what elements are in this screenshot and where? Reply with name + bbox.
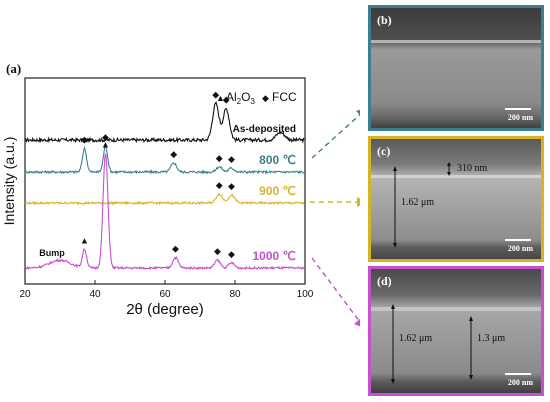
panel-d-label: (d) <box>377 274 392 288</box>
peak-marker-1-3: ◆ <box>216 153 223 163</box>
y-axis-label: Intensity (a.u.) <box>1 137 17 226</box>
x-tick-label-3: 80 <box>229 289 241 300</box>
panel-c-total-thickness: 1.62 μm <box>401 197 435 208</box>
panel-c-top-thickness: 310 nm <box>457 163 488 174</box>
legend: ▲ Al2O3 ◆ FCC <box>216 90 297 106</box>
x-tick-label-2: 60 <box>159 289 171 300</box>
peak-marker-2-1: ◆ <box>228 181 235 191</box>
peak-marker-1-1: ◆ <box>102 132 109 142</box>
peak-marker-3-2: ◆ <box>172 244 179 254</box>
series-label-1: 800 ℃ <box>259 153 296 167</box>
series-label-2: 900 ℃ <box>259 184 296 198</box>
panel-c-label: (c) <box>377 144 391 158</box>
panel-d-inner-thickness: 1.3 μm <box>477 333 506 344</box>
panel-a-label: (a) <box>6 61 21 76</box>
panel-c-scale-text: 200 nm <box>507 244 533 253</box>
series-line-3 <box>24 153 305 271</box>
legend-fcc-symbol: ◆ <box>262 93 269 103</box>
peak-marker-0-0: ◆ <box>212 89 219 99</box>
peak-marker-1-0: ◆ <box>81 135 88 145</box>
series-line-2 <box>24 192 305 206</box>
x-tick-label-4: 100 <box>297 289 314 300</box>
legend-al2o3-label: Al2O3 <box>226 90 255 106</box>
series-label-0: As-deposited <box>233 124 296 135</box>
sem-panel-c: (c) 310 nm 1.62 μm 200 nm <box>368 136 544 262</box>
peak-marker-0-1: ◆ <box>223 95 230 105</box>
sem-panel-d: (d) 1.62 μm 1.3 μm 200 nm <box>368 266 544 396</box>
legend-al2o3-symbol: ▲ <box>216 93 225 103</box>
peak-marker-2-0: ◆ <box>216 180 223 190</box>
panel-c-scalebar <box>505 239 531 241</box>
series-line-1 <box>24 144 305 175</box>
connector-arrows <box>310 109 360 327</box>
sem-panel-b: (b) 200 nm <box>368 5 544 131</box>
annotation-bump: Bump <box>39 248 65 258</box>
legend-fcc-label: FCC <box>272 90 297 104</box>
xrd-chart: (a) As-deposited 800 ℃ 900 ℃ 1000 ℃ ◆ ◆ ◆ ◆ ◆ ◆ ◆… <box>1 61 360 327</box>
peak-marker-1-2: ◆ <box>170 149 177 159</box>
x-tick-label-1: 40 <box>89 289 101 300</box>
panel-d-scale-text: 200 nm <box>507 378 533 387</box>
panel-b-scalebar <box>505 108 531 110</box>
series-line-0 <box>24 101 305 144</box>
peak-marker-3-1: ▲ <box>101 140 110 150</box>
peak-marker-3-3: ◆ <box>214 246 221 256</box>
panel-d-total-thickness: 1.62 μm <box>399 333 433 344</box>
panel-b-label: (b) <box>377 13 392 27</box>
x-axis-label: 2θ (degree) <box>126 301 204 318</box>
panel-b-scale-text: 200 nm <box>507 113 533 122</box>
x-tick-label-0: 20 <box>19 289 31 300</box>
series-label-3: 1000 ℃ <box>252 249 296 263</box>
panel-d-scalebar <box>505 373 531 375</box>
peak-marker-3-4: ◆ <box>228 249 235 259</box>
peak-marker-1-4: ◆ <box>228 154 235 164</box>
peak-marker-3-0: ▲ <box>80 235 89 245</box>
